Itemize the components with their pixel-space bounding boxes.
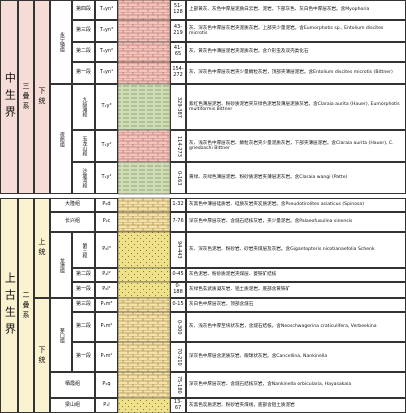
series-label: 上统 [34,198,50,298]
description: 灰黑色炭质泥岩、粉砂岩夹煤线，底部含铝土质泥岩 [186,398,406,413]
description: 灰、黄灰色中薄层泥岩夹泥质灰岩，含介形虫及双壳类化石 [186,42,406,62]
thickness: 41-65 [170,42,186,62]
unit-code: P₁q [95,372,118,398]
member-label: 第一段 [72,342,95,372]
lithology-layer [118,371,170,399]
formation-label: 永宁镇组 [50,0,72,84]
lithology-column [118,0,170,413]
lithology-layer [118,267,170,283]
description: 黄绿、灰绿色薄层泥岩、粉砂质泥岩夹薄层泥灰岩。含Claraia wangi (P… [186,162,406,194]
unit-code: P₁m² [95,312,118,342]
member-label: 第一段 [72,282,95,298]
description: 紫红色薄层泥岩、粉砂质泥岩夹灰绿色泥岩及薄层泥质灰岩。含Claraia auri… [186,84,406,130]
lithology-layer [118,281,170,299]
unit-code: T₁y² [95,130,118,162]
era-label: 中生界 [0,0,18,194]
formation-label: 栖霞组 [50,372,95,398]
formation-label: 夜郎组 [50,84,72,194]
member-label: 第二段 [72,312,95,342]
thickness: 7-76 [170,212,186,232]
unit-code: T₁yn⁴ [95,0,118,20]
lithology-layer [118,297,170,313]
lithology-layer [118,197,170,213]
description: 灰、深灰色中厚层灰岩夹少量鲕粒灰岩，顶部夹薄层泥岩。含Entolium disc… [186,62,406,84]
description: 深灰色中厚层灰岩、含燧石结核灰岩，含Nankinella orbicularia… [186,372,406,398]
lithology-layer [118,0,170,21]
member-label: 第三段 [72,20,95,42]
description: 上部黄灰、灰色中厚层泥质白云岩、泥岩，下部灰色、灰白色中厚层灰岩。含Myopho… [186,0,406,20]
lithology-layer [118,61,170,85]
thickness: 1-32 [170,198,186,212]
unit-code: P₂l¹ [95,282,118,298]
lithology-layer [118,41,170,63]
lithology-layer [118,397,170,413]
formation-label: 长兴组 [50,212,95,232]
thickness: 13-67 [170,398,186,413]
unit-code: T₁yn¹ [95,62,118,84]
thickness: 0-45 [170,268,186,282]
system-label: 二叠系 [18,198,34,413]
thickness: 0-300 [170,312,186,342]
member-label: 九级滩段 [72,84,95,130]
description: 深灰色中厚层灰岩、含燧石结核灰岩，夹少量泥岩。含Palaeofusulina s… [186,212,406,232]
unit-code: T₁y¹ [95,162,118,194]
lithology-layer [118,19,170,43]
description: 灰、浅灰色中厚层灰岩、鲕粒灰岩夹少量泥质灰岩，下部夹薄层泥岩。含Claraia … [186,130,406,162]
era-label: 上古生界 [0,198,18,413]
lithology-layer [118,161,170,195]
unit-code: P₁m¹ [95,342,118,372]
formation-label: 大隆组 [50,198,95,212]
thickness: 51-128 [170,0,186,20]
unit-code: T₁y³ [95,84,118,130]
member-label: 第一段 [72,62,95,84]
system-label: 三叠系 [18,0,34,194]
formation-label: 龙潭组 [50,232,72,298]
thickness: 329-387 [170,84,186,130]
description: 灰、深灰色中厚层灰岩夹泥质灰岩，上部夹少量泥岩。含Eumorphotis sp.… [186,20,406,42]
series-label: 下统 [34,0,50,194]
thickness: 94-443 [170,232,186,268]
member-label: 第三段 [72,232,95,268]
series-label: 下统 [34,298,50,413]
description: 灰、浅灰色中厚至块状灰岩，含燧石结核。含Neoschwagerina crati… [186,312,406,342]
thickness: 0-188 [170,282,186,298]
unit-code: P₁m³ [95,298,118,312]
unit-code: P₂l² [95,268,118,282]
member-label: 玉龙山段 [72,130,95,162]
thickness: 75-180 [170,372,186,398]
unit-code: P₂c [95,212,118,232]
unit-code: T₁yn² [95,42,118,62]
member-label: 第三段 [72,298,95,312]
member-label: 第二段 [72,42,95,62]
unit-code: P₂l³ [95,232,118,268]
member-label: 第二段 [72,268,95,282]
thickness: 0-15 [170,298,186,312]
description: 灰绿色玄武质凝灰岩、铝土质泥岩，底部含黄铁矿 [186,282,406,298]
description: 深灰色中厚层含泥质灰岩、眼球状灰岩。含Cancellina, Nankinell… [186,342,406,372]
unit-code: P₂d [95,198,118,212]
formation-label: 梁山组 [50,398,95,413]
thickness: 0-163 [170,162,186,194]
lithology-layer [118,129,170,163]
description: 灰色泥岩、粉砂质泥岩夹煤层、菱铁矿结核 [186,268,406,282]
lithology-layer [118,231,170,269]
thickness: 114-273 [170,130,186,162]
formation-label: 茅口组 [50,298,72,372]
unit-code: P₁l [95,398,118,413]
lithology-layer [118,83,170,131]
description: 灰、深灰色泥岩、粉砂岩、砂岩夹煤层及灰岩。含Gigantopteris nico… [186,232,406,268]
lithology-layer [118,341,170,373]
member-label: 第四段 [72,0,95,20]
member-label: 沙堡湾段 [72,162,95,194]
thickness: 154-272 [170,62,186,84]
thickness: 70-210 [170,342,186,372]
lithology-layer [118,311,170,343]
unit-code: T₁yn³ [95,20,118,42]
lithology-layer [118,211,170,233]
description: 灰白色中厚层灰岩，顶部含燧石 [186,298,406,312]
description: 灰黑色中薄层硅质岩、硅质灰岩夹炭质泥岩。含Pseudotirolites asi… [186,198,406,212]
thickness: 43-219 [170,20,186,42]
